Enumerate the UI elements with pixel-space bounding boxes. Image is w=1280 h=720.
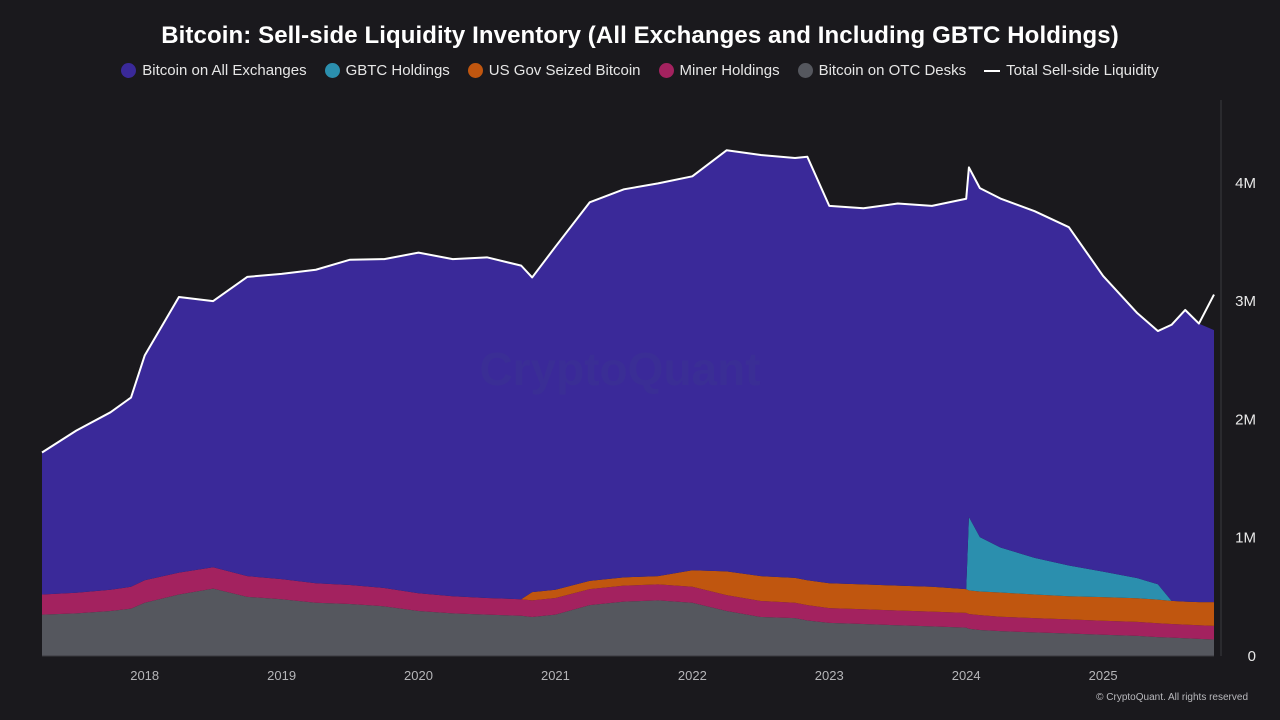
legend-item-usgov[interactable]: US Gov Seized Bitcoin	[467, 62, 641, 79]
legend-swatch-otc	[797, 63, 813, 78]
line-layer	[41, 149, 1215, 454]
legend-item-exchanges[interactable]: Bitcoin on All Exchanges	[121, 62, 307, 79]
legend-item-gbtc[interactable]: GBTC Holdings	[324, 62, 450, 79]
legend-item-otc[interactable]: Bitcoin on OTC Desks	[797, 62, 967, 79]
x-tick-2024: 2024	[952, 668, 981, 683]
area-otc	[42, 588, 1214, 656]
legend-swatch-total	[984, 69, 1001, 72]
chart-title: Bitcoin: Sell-side Liquidity Inventory (…	[161, 22, 1119, 49]
legend-label-exchanges: Bitcoin on All Exchanges	[142, 62, 307, 79]
area-miner	[42, 567, 1214, 640]
x-tick-2018: 2018	[130, 668, 159, 683]
line-total-sell-side-liquidity	[41, 149, 1215, 454]
copyright: © CryptoQuant. All rights reserved	[1096, 692, 1248, 703]
legend-swatch-miner	[658, 63, 674, 78]
area-exchanges	[42, 150, 1214, 603]
axes-layer: 2018 2019 2020 2021 2022 2023 2024 2025 0 1M 2M 3M 4…	[42, 100, 1256, 683]
y-tick-4M: 4M	[1235, 175, 1256, 192]
legend-label-otc: Bitcoin on OTC Desks	[818, 62, 967, 79]
watermark: CryptoQuant	[479, 343, 760, 395]
legend-label-usgov: US Gov Seized Bitcoin	[488, 62, 641, 79]
y-tick-0: 0	[1248, 648, 1256, 665]
x-tick-2025: 2025	[1089, 668, 1118, 683]
x-tick-2021: 2021	[541, 668, 570, 683]
legend-item-miner[interactable]: Miner Holdings	[658, 62, 780, 79]
x-tick-2023: 2023	[815, 668, 844, 683]
legend-swatch-gbtc	[324, 63, 340, 78]
x-tick-2020: 2020	[404, 668, 433, 683]
area-usgov	[42, 567, 1214, 626]
y-tick-2M: 2M	[1235, 411, 1256, 428]
y-tick-1M: 1M	[1235, 530, 1256, 547]
y-tick-3M: 3M	[1235, 293, 1256, 310]
legend-label-total: Total Sell-side Liquidity	[1006, 62, 1159, 79]
x-tick-2022: 2022	[678, 668, 707, 683]
x-tick-2019: 2019	[267, 668, 296, 683]
areas-layer	[42, 150, 1214, 656]
legend-item-total[interactable]: Total Sell-side Liquidity	[984, 62, 1159, 79]
legend-label-gbtc: GBTC Holdings	[345, 62, 450, 79]
legend-swatch-exchanges	[121, 63, 137, 78]
legend-swatch-usgov	[467, 63, 483, 78]
legend: Bitcoin on All Exchanges GBTC Holdings U…	[0, 62, 1280, 79]
legend-label-miner: Miner Holdings	[679, 62, 780, 79]
area-gbtc	[42, 517, 1214, 603]
